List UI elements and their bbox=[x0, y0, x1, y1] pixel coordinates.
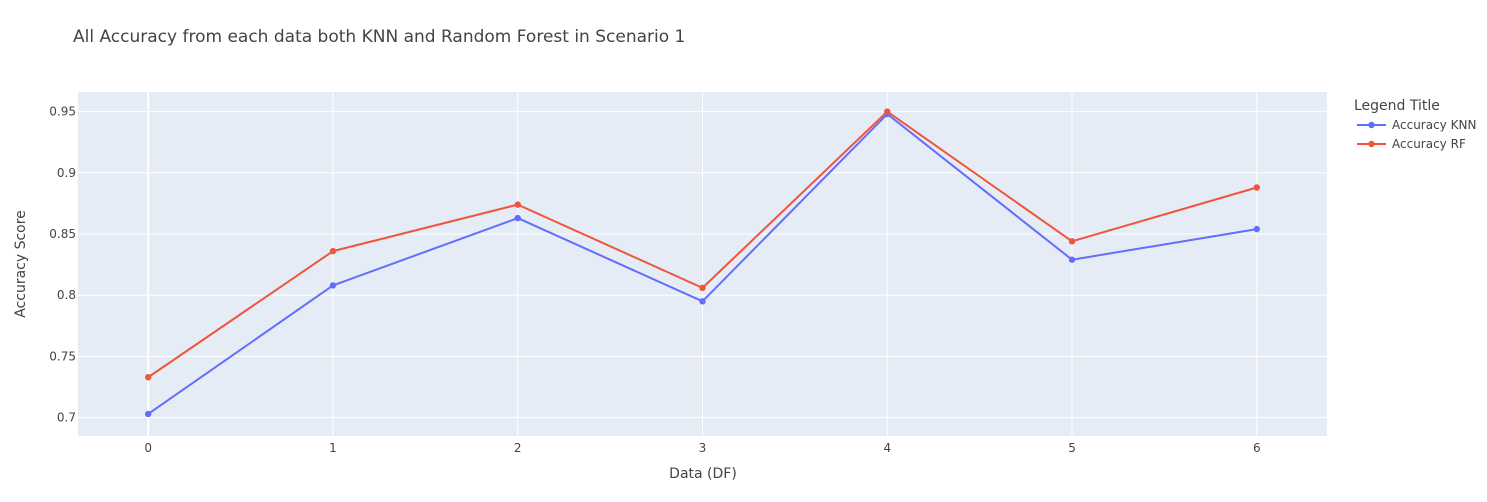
data-point bbox=[1253, 184, 1260, 191]
legend-title: Legend Title bbox=[1354, 98, 1440, 114]
data-point bbox=[699, 284, 706, 292]
x-axis-tick-labels: 0 1 2 3 4 5 6 bbox=[144, 441, 1260, 455]
data-point bbox=[699, 298, 706, 305]
data-point bbox=[884, 108, 891, 115]
legend-marker bbox=[1368, 121, 1375, 129]
x-tick-label: 2 bbox=[514, 441, 522, 455]
legend-label: Accuracy KNN bbox=[1392, 118, 1476, 132]
data-point bbox=[329, 282, 337, 289]
data-point bbox=[145, 410, 152, 418]
data-point bbox=[514, 201, 521, 208]
y-tick-label: 0.7 bbox=[57, 411, 76, 425]
y-axis-label: Accuracy Score bbox=[13, 210, 29, 318]
x-tick-label: 0 bbox=[144, 441, 152, 455]
legend-label: Accuracy RF bbox=[1392, 137, 1466, 151]
y-tick-label: 0.75 bbox=[49, 349, 76, 363]
x-tick-label: 1 bbox=[329, 441, 337, 455]
data-point bbox=[1068, 238, 1076, 245]
data-point bbox=[145, 374, 152, 381]
data-point bbox=[1068, 256, 1076, 263]
y-axis-tick-labels: 0.7 0.75 0.8 0.85 0.9 0.95 bbox=[49, 105, 76, 425]
legend-items: Accuracy KNN Accuracy RF bbox=[1357, 118, 1476, 151]
x-axis-label: Data (DF) bbox=[669, 466, 737, 482]
y-tick-label: 0.95 bbox=[49, 105, 76, 119]
y-tick-label: 0.8 bbox=[57, 288, 76, 302]
data-point bbox=[1253, 225, 1260, 233]
x-tick-label: 5 bbox=[1068, 441, 1076, 455]
x-tick-label: 3 bbox=[699, 441, 707, 455]
chart-title: All Accuracy from each data both KNN and… bbox=[73, 27, 685, 47]
x-tick-label: 6 bbox=[1253, 441, 1261, 455]
x-tick-label: 4 bbox=[883, 441, 891, 455]
legend: Legend Title Accuracy KNN Accuracy RF bbox=[1354, 98, 1476, 151]
series-points bbox=[145, 108, 1260, 418]
legend-marker bbox=[1368, 140, 1375, 148]
data-point bbox=[514, 214, 521, 222]
data-point bbox=[329, 247, 337, 255]
grid-lines bbox=[78, 92, 1327, 436]
y-tick-label: 0.85 bbox=[49, 227, 76, 241]
y-tick-label: 0.9 bbox=[57, 166, 76, 180]
